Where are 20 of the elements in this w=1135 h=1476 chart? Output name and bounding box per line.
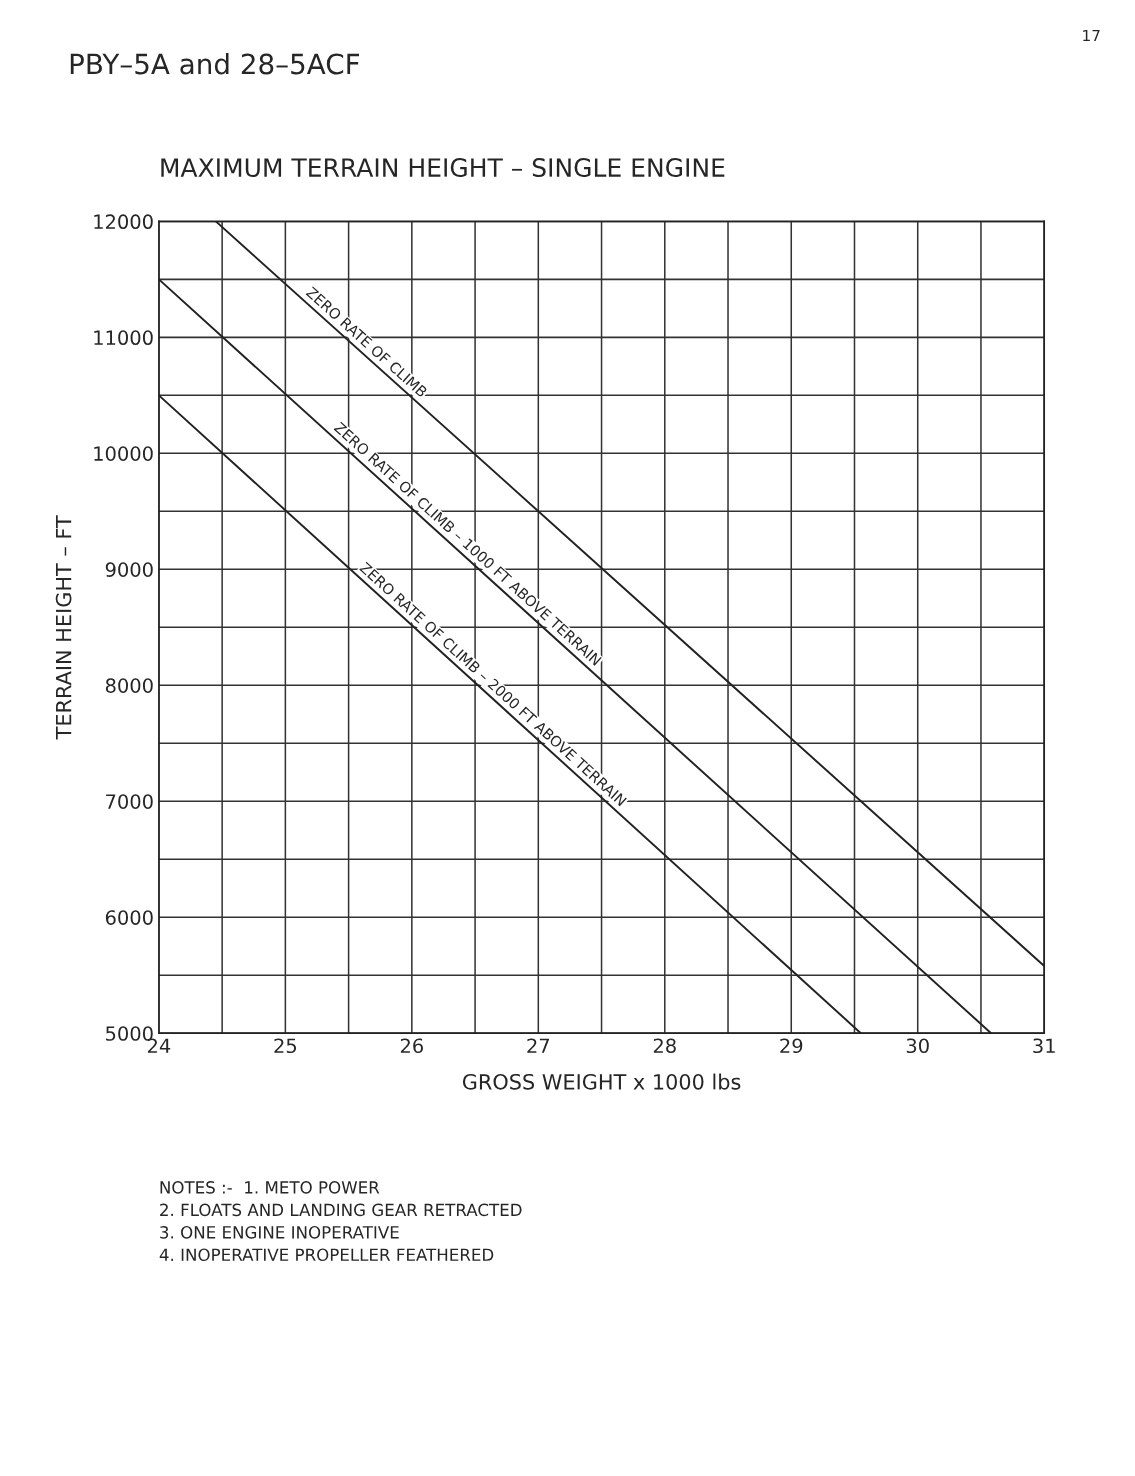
- x-tick-label: 28: [653, 1038, 676, 1054]
- x-tick-label: 30: [906, 1038, 929, 1054]
- y-tick-label: 10000: [94, 446, 153, 462]
- y-tick-label: 8000: [105, 678, 153, 693]
- text: NOTES :- 1. METO POWER 2. FLOATS AND LANDING GEAR RETRACTED 3. ONE ENGINE INOPERATIVE 4. INOPERATIVE PROPELLER FEATHERED: [159, 1181, 522, 1262]
- y-tick-label: 6000: [105, 910, 153, 925]
- y-axis-title: TERRAIN HEIGHT – FT: [55, 515, 72, 740]
- x-tick-label: 29: [780, 1038, 803, 1054]
- x-tick-label: 31: [1033, 1038, 1055, 1054]
- x-tick-label: 27: [527, 1038, 550, 1053]
- chart-title: PBY–5A and 28–5ACF: [70, 52, 360, 75]
- x-axis-title: GROSS WEIGHT x 1000 lbs: [462, 1073, 741, 1090]
- x-tick-label: 26: [400, 1038, 423, 1054]
- y-tick-label: 9000: [105, 562, 153, 577]
- text: 17: [1083, 29, 1100, 42]
- x-tick-label: 25: [274, 1038, 297, 1054]
- y-tick-label: 12000: [94, 214, 153, 230]
- y-tick-label: 11000: [94, 330, 153, 346]
- y-tick-label: 7000: [106, 794, 153, 809]
- chart-subtitle: MAXIMUM TERRAIN HEIGHT – SINGLE ENGINE: [161, 158, 725, 177]
